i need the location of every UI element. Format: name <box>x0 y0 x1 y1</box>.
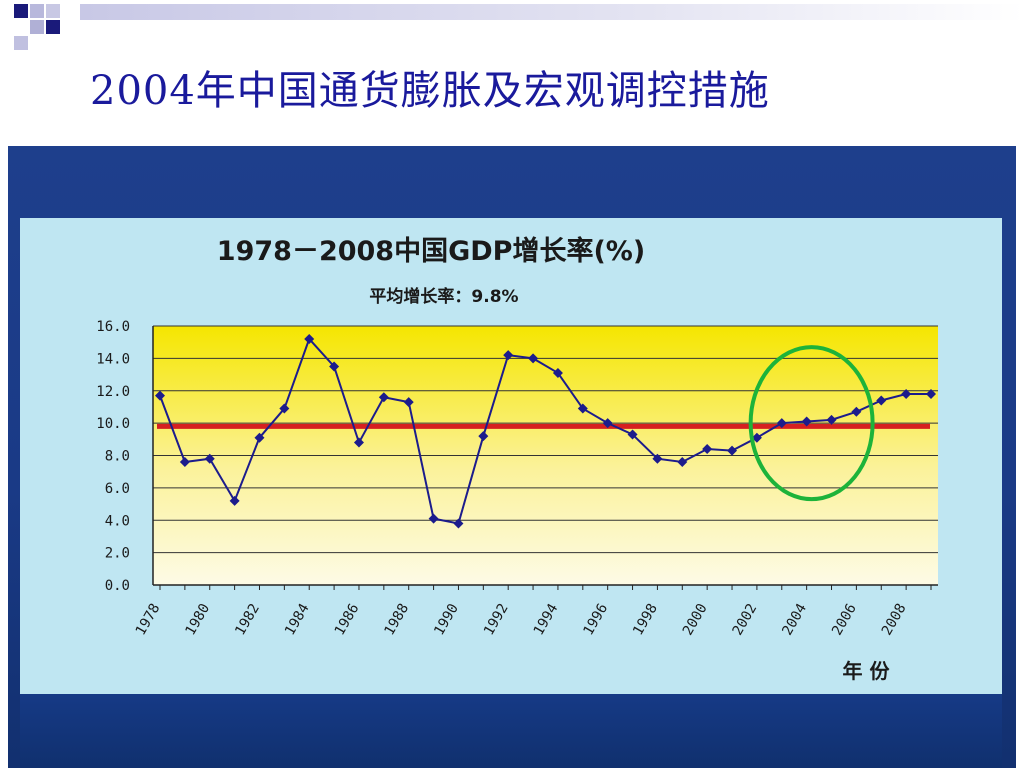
data-point <box>155 390 165 401</box>
x-tick-label: 2002 <box>730 601 761 638</box>
corner-decoration <box>0 0 80 60</box>
data-point <box>503 350 514 361</box>
x-axis-label: 年 份 <box>843 659 891 683</box>
data-point <box>204 453 215 464</box>
x-tick-label: 1988 <box>381 601 412 638</box>
x-tick-label: 1980 <box>182 601 213 638</box>
x-tick-label: 1996 <box>580 601 611 638</box>
x-tick-label: 1986 <box>332 601 363 638</box>
header-gradient-bar <box>80 4 1024 20</box>
x-tick-label: 1994 <box>531 601 562 638</box>
data-point <box>727 445 738 456</box>
y-tick-label: 14.0 <box>96 351 130 367</box>
x-tick-label: 2008 <box>879 601 910 638</box>
data-point <box>577 403 588 414</box>
y-tick-label: 4.0 <box>105 513 130 529</box>
data-point <box>677 456 688 467</box>
slide-title: 2004年中国通货膨胀及宏观调控措施 <box>90 68 770 114</box>
y-tick-label: 10.0 <box>96 416 130 432</box>
x-tick-label: 1984 <box>282 601 313 638</box>
x-tick-label: 1982 <box>232 601 263 638</box>
data-point <box>602 418 613 429</box>
chart-panel: 1978－2008中国GDP增长率(%) 平均增长率：9.8% 0.0 2.0 4.… <box>20 218 1002 694</box>
data-point <box>428 513 439 524</box>
data-point <box>751 432 762 443</box>
data-point <box>528 353 539 364</box>
x-tick-label: 1978 <box>133 601 164 638</box>
chart-title: 1978－2008中国GDP增长率(%) <box>217 235 645 267</box>
y-tick-label: 16.0 <box>96 319 130 335</box>
x-tick-label: 2004 <box>779 601 810 638</box>
data-point <box>304 333 315 344</box>
data-point <box>329 361 340 372</box>
data-points <box>155 333 936 529</box>
x-tick-label: 1998 <box>630 601 661 638</box>
data-point <box>627 429 638 440</box>
data-point <box>229 495 240 506</box>
x-tick-label: 2000 <box>680 601 711 638</box>
data-point <box>702 444 713 455</box>
data-point <box>478 431 489 442</box>
data-point <box>652 453 663 464</box>
data-point <box>254 432 265 443</box>
y-tick-label: 12.0 <box>96 384 130 400</box>
data-point <box>826 414 837 425</box>
data-point <box>876 395 887 406</box>
data-point <box>403 397 414 408</box>
data-point <box>851 406 862 417</box>
data-point <box>901 388 912 399</box>
data-point <box>279 403 290 414</box>
y-tick-label: 2.0 <box>105 546 130 562</box>
gdp-growth-chart: 1978－2008中国GDP增长率(%) 平均增长率：9.8% 0.0 2.0 4.… <box>96 235 938 683</box>
bottom-band <box>20 694 1002 768</box>
grid-lines <box>153 325 938 554</box>
data-point <box>552 367 563 378</box>
y-tick-label: 6.0 <box>105 481 130 497</box>
highlight-ellipse <box>748 345 875 502</box>
chart-subtitle: 平均增长率：9.8% <box>369 286 518 307</box>
y-tick-label: 8.0 <box>105 449 130 465</box>
y-tick-label: 0.0 <box>105 578 130 594</box>
y-axis-tick-labels: 0.0 2.0 4.0 6.0 8.0 10.0 12.0 14.0 16.0 <box>96 319 130 594</box>
data-point <box>926 388 936 399</box>
x-axis-tick-marks <box>159 585 932 590</box>
x-tick-label: 2006 <box>829 601 860 638</box>
data-point <box>378 392 389 403</box>
x-axis-tick-labels: 1978 1980 1982 1984 1986 1988 1990 1992 1994 1996… <box>133 601 910 638</box>
data-point <box>353 437 364 448</box>
data-point <box>776 418 787 429</box>
data-point <box>801 416 812 427</box>
x-tick-label: 1992 <box>481 601 512 638</box>
data-point <box>179 456 190 467</box>
x-tick-label: 1990 <box>431 601 462 638</box>
data-point <box>453 518 464 529</box>
